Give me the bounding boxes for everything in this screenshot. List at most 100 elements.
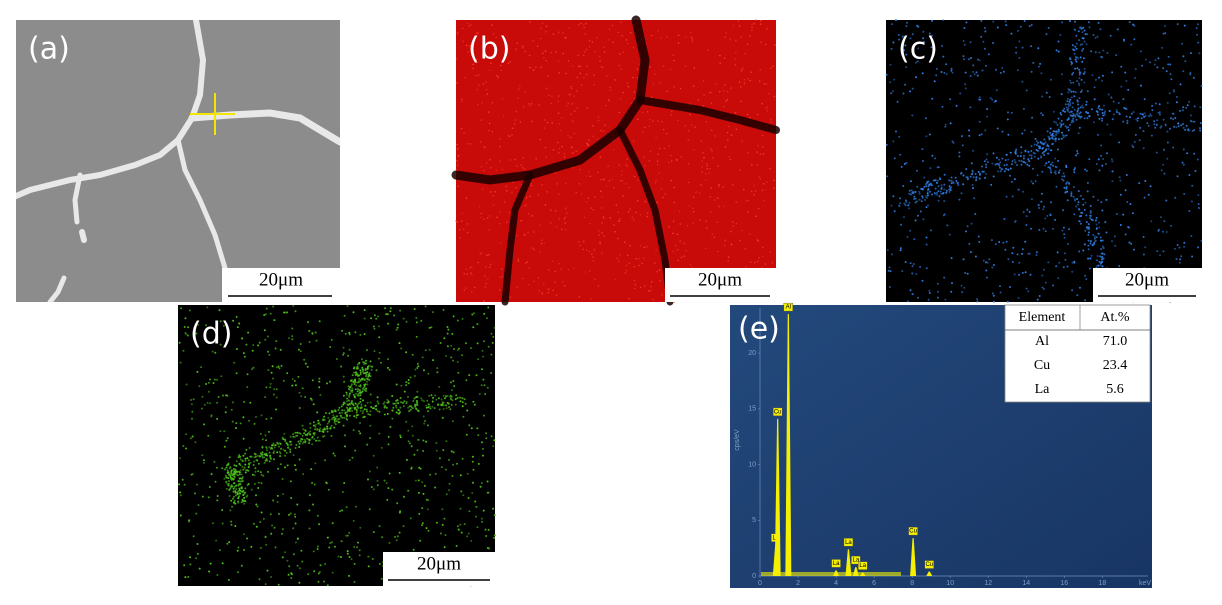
noise-dot xyxy=(485,162,488,164)
noise-dot xyxy=(420,397,423,400)
noise-dot xyxy=(525,204,527,206)
noise-dot xyxy=(1049,131,1052,134)
noise-dot xyxy=(1064,258,1067,261)
noise-dot xyxy=(614,278,617,281)
baseline-noise xyxy=(761,572,901,576)
noise-dot xyxy=(1147,193,1150,196)
noise-dot xyxy=(289,512,292,515)
noise-dot xyxy=(1065,182,1068,185)
noise-dot xyxy=(899,202,901,205)
noise-dot xyxy=(292,553,295,556)
noise-dot xyxy=(367,413,370,416)
noise-dot xyxy=(1061,175,1064,178)
noise-dot xyxy=(1050,134,1053,137)
noise-dot xyxy=(441,508,444,511)
noise-dot xyxy=(735,52,737,54)
noise-dot xyxy=(919,187,922,190)
noise-dot xyxy=(712,157,714,159)
noise-dot xyxy=(1082,203,1085,206)
noise-dot xyxy=(336,415,338,418)
noise-dot xyxy=(1089,214,1092,217)
noise-dot xyxy=(633,287,636,290)
noise-dot xyxy=(626,254,629,257)
noise-dot xyxy=(528,267,531,269)
noise-dot xyxy=(916,214,919,217)
noise-dot xyxy=(629,31,632,34)
noise-dot xyxy=(215,466,218,469)
noise-dot xyxy=(1089,240,1092,243)
noise-dot xyxy=(431,400,434,403)
noise-dot xyxy=(1043,268,1045,271)
noise-dot xyxy=(586,65,588,67)
noise-dot xyxy=(529,66,531,69)
noise-dot xyxy=(577,24,580,26)
noise-dot xyxy=(343,314,346,317)
noise-dot xyxy=(1028,154,1031,157)
noise-dot xyxy=(575,150,577,152)
noise-dot xyxy=(1010,32,1013,35)
noise-dot xyxy=(354,378,357,381)
noise-dot xyxy=(318,439,321,442)
noise-dot xyxy=(1098,117,1101,120)
noise-dot xyxy=(740,36,742,38)
noise-dot xyxy=(649,150,652,153)
noise-dot xyxy=(971,169,974,172)
noise-dot xyxy=(564,228,567,231)
noise-dot xyxy=(1100,154,1102,157)
noise-dot xyxy=(1025,89,1028,92)
noise-dot xyxy=(466,22,469,25)
noise-dot xyxy=(353,415,356,418)
noise-dot xyxy=(646,111,649,113)
noise-dot xyxy=(1030,157,1033,160)
noise-dot xyxy=(1180,124,1183,127)
noise-dot xyxy=(301,560,304,563)
noise-dot xyxy=(309,397,312,400)
noise-dot xyxy=(405,381,408,384)
noise-dot xyxy=(1096,255,1099,257)
noise-dot xyxy=(252,366,255,369)
noise-dot xyxy=(923,185,926,188)
noise-dot xyxy=(318,523,321,526)
noise-dot xyxy=(539,27,542,30)
x-tick-label: 4 xyxy=(834,580,838,587)
noise-dot xyxy=(456,143,459,146)
noise-dot xyxy=(486,93,489,95)
noise-dot xyxy=(1032,151,1035,154)
noise-dot xyxy=(468,374,471,377)
noise-dot xyxy=(226,437,229,440)
noise-dot xyxy=(355,411,358,414)
noise-dot xyxy=(423,400,425,403)
noise-dot xyxy=(1095,110,1098,113)
noise-dot xyxy=(1161,46,1164,49)
noise-dot xyxy=(890,47,893,50)
noise-dot xyxy=(684,125,687,127)
noise-dot xyxy=(1047,147,1050,150)
noise-dot xyxy=(758,80,761,82)
noise-dot xyxy=(483,384,486,387)
noise-dot xyxy=(1182,126,1185,129)
peak-label-box xyxy=(924,560,934,569)
noise-dot xyxy=(499,145,501,148)
noise-dot xyxy=(496,74,498,77)
noise-dot xyxy=(297,348,300,351)
noise-dot xyxy=(626,42,629,45)
noise-dot xyxy=(530,184,533,187)
noise-dot xyxy=(726,90,729,93)
noise-dot xyxy=(335,420,338,422)
noise-dot xyxy=(744,247,747,250)
noise-dot xyxy=(761,134,764,137)
noise-dot xyxy=(1089,242,1092,245)
noise-dot xyxy=(588,45,591,48)
noise-dot xyxy=(345,534,348,537)
noise-dot xyxy=(373,327,376,330)
noise-dot xyxy=(957,184,960,186)
noise-dot xyxy=(1032,61,1035,64)
noise-dot xyxy=(355,408,358,411)
noise-dot xyxy=(1027,290,1030,293)
noise-dot xyxy=(312,503,314,506)
noise-dot xyxy=(909,262,912,265)
noise-dot xyxy=(909,90,912,93)
noise-dot xyxy=(209,562,212,565)
noise-dot xyxy=(274,347,277,350)
noise-dot xyxy=(570,113,572,115)
